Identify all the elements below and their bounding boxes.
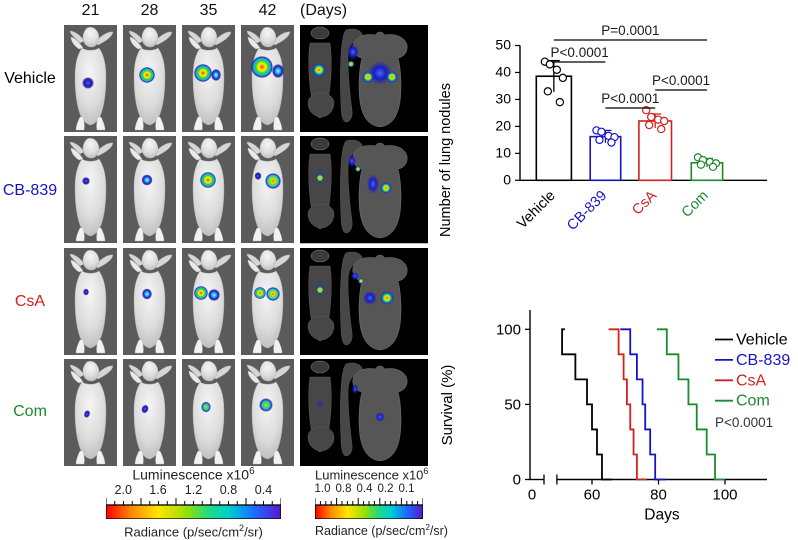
svg-text:10: 10 — [495, 144, 511, 160]
svg-text:Vehicle: Vehicle — [736, 332, 788, 349]
svg-text:20: 20 — [495, 117, 511, 133]
svg-text:Number of lung nodules: Number of lung nodules — [438, 83, 454, 237]
svg-text:CB-839: CB-839 — [736, 352, 790, 369]
svg-text:P<0.0001: P<0.0001 — [715, 415, 773, 430]
svg-text:Survival (%): Survival (%) — [439, 365, 456, 446]
svg-text:50: 50 — [495, 37, 511, 53]
svg-text:50: 50 — [504, 396, 521, 413]
svg-text:P<0.0001: P<0.0001 — [652, 73, 710, 88]
svg-text:30: 30 — [495, 90, 511, 106]
svg-text:0: 0 — [528, 487, 536, 504]
svg-text:P=0.0001: P=0.0001 — [601, 23, 659, 38]
svg-text:100: 100 — [496, 321, 521, 338]
svg-text:60: 60 — [584, 487, 601, 504]
svg-text:Days: Days — [644, 507, 680, 524]
svg-text:CB-839: CB-839 — [564, 188, 610, 234]
svg-text:Vehicle: Vehicle — [514, 188, 558, 232]
svg-text:0: 0 — [513, 472, 521, 489]
svg-text:0: 0 — [503, 171, 511, 187]
svg-text:P<0.0001: P<0.0001 — [551, 45, 609, 60]
svg-text:40: 40 — [495, 63, 511, 79]
svg-text:CsA: CsA — [629, 188, 660, 219]
svg-text:CsA: CsA — [736, 372, 767, 389]
svg-text:P<0.0001: P<0.0001 — [601, 91, 659, 106]
svg-text:Com: Com — [679, 188, 712, 221]
svg-text:Com: Com — [736, 393, 770, 410]
svg-text:80: 80 — [650, 487, 667, 504]
svg-text:100: 100 — [712, 487, 737, 504]
